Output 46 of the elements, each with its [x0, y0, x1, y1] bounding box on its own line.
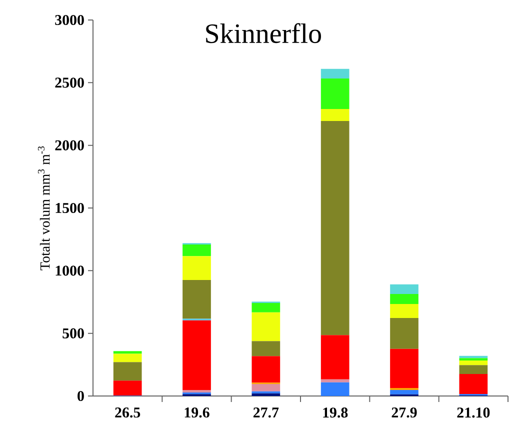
y-tick-label: 3000: [55, 14, 84, 26]
bar: [390, 294, 418, 304]
y-tick-label: 2000: [55, 140, 84, 150]
bar: [390, 390, 418, 394]
y-tick-label: 500: [62, 328, 84, 338]
bar: [252, 303, 280, 312]
bar: [459, 365, 488, 374]
y-tick-label: 0: [78, 390, 84, 402]
y-tick-label: 2500: [55, 78, 84, 88]
bar: [252, 384, 280, 392]
y-tick-label: 1500: [56, 202, 84, 214]
bar: [320, 382, 350, 396]
bar: [320, 335, 350, 380]
bar: [320, 379, 350, 382]
x-tick-label: 27.7: [253, 408, 279, 418]
y-axis-title: Totalt volum mm$^{3}$ m$^{-3}$: [38, 146, 50, 270]
bar: [320, 68, 350, 79]
bar: [113, 362, 142, 381]
bar: [390, 284, 418, 294]
bar: [390, 304, 418, 318]
y-tick-label: 1000: [56, 266, 84, 276]
x-tick-label: 19.8: [323, 408, 348, 418]
bar: [459, 374, 488, 394]
bar: [182, 280, 211, 319]
bar: [459, 358, 488, 361]
chart-title: Skinnerflo: [206, 23, 321, 44]
bar: [182, 256, 211, 280]
bar: [252, 341, 280, 356]
bar: [320, 121, 350, 336]
bar: [320, 78, 350, 109]
x-tick-label: 26.5: [115, 408, 140, 418]
bar: [182, 320, 211, 390]
bar: [252, 356, 280, 383]
bar: [459, 360, 488, 366]
bar: [113, 351, 142, 354]
x-tick-label: 21.10: [457, 408, 490, 418]
bar: [113, 354, 142, 362]
bar: [390, 348, 418, 388]
bar: [252, 312, 280, 342]
x-tick-label: 27.9: [392, 408, 417, 418]
bar: [113, 380, 142, 396]
x-tick-label: 19.6: [184, 408, 210, 418]
bar: [252, 393, 280, 396]
bar: [182, 244, 211, 256]
bar: [390, 318, 418, 349]
bar: [320, 108, 350, 122]
